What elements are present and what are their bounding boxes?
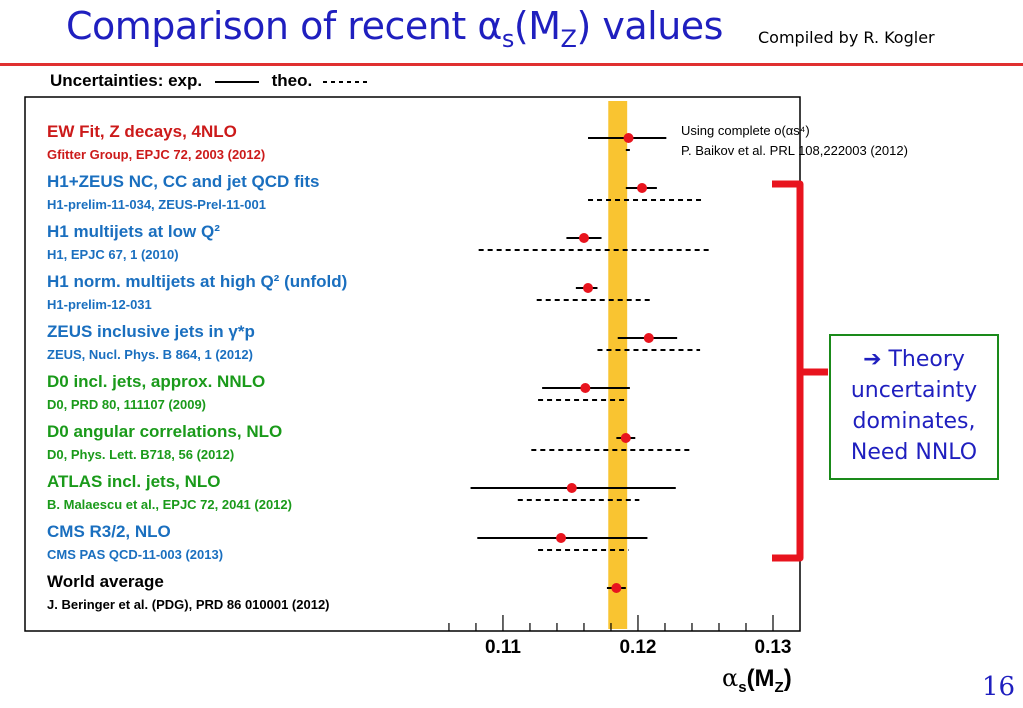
measurement-label: EW Fit, Z decays, 4NLO xyxy=(47,122,237,141)
measurement-point xyxy=(556,533,567,543)
measurement-label: D0 incl. jets, approx. NNLO xyxy=(47,372,265,391)
title-text-end: ) values xyxy=(576,4,723,48)
measurement-label: ATLAS incl. jets, NLO xyxy=(47,472,220,491)
annotation-text: P. Baikov et al. PRL 108,222003 (2012) xyxy=(681,143,908,158)
measurement-point xyxy=(580,383,591,393)
title-subscript-z: Z xyxy=(560,25,577,53)
measurement-reference: Gfitter Group, EPJC 72, 2003 (2012) xyxy=(47,147,265,162)
callout-line: ➔ Theory xyxy=(863,347,965,372)
measurement-point xyxy=(566,483,577,493)
measurement-reference: D0, PRD 80, 111107 (2009) xyxy=(47,397,206,412)
x-tick-label: 0.13 xyxy=(755,637,792,658)
group-bracket xyxy=(772,180,828,562)
title-subscript-s: s xyxy=(501,25,515,53)
measurement-reference: B. Malaescu et al., EPJC 72, 2041 (2012) xyxy=(47,497,292,512)
x-tick-label: 0.12 xyxy=(619,637,656,658)
measurement-label: ZEUS inclusive jets in γ*p xyxy=(47,322,255,341)
annotation-text: Using complete o(αs⁴) xyxy=(681,123,810,138)
title-rule xyxy=(0,63,1023,66)
measurement-reference: H1-prelim-11-034, ZEUS-Prel-11-001 xyxy=(47,197,266,212)
title-text-mid: (M xyxy=(513,4,561,48)
measurement-reference: H1-prelim-12-031 xyxy=(47,297,152,312)
legend-exp-label: Uncertainties: exp. xyxy=(50,71,203,90)
measurement-reference: J. Beringer et al. (PDG), PRD 86 010001 … xyxy=(47,597,330,612)
theory-callout-box: ➔ Theory uncertainty dominates, Need NNL… xyxy=(829,334,999,480)
credit-text: Compiled by R. Kogler xyxy=(758,28,935,47)
measurement-label: H1 norm. multijets at high Q² (unfold) xyxy=(47,272,347,291)
measurement-reference: CMS PAS QCD-11-003 (2013) xyxy=(47,547,223,562)
measurement-point xyxy=(623,133,634,143)
slide-title: Comparison of recent αs(MZ) values xyxy=(66,4,723,53)
measurement-label: H1+ZEUS NC, CC and jet QCD fits xyxy=(47,172,320,191)
measurement-point xyxy=(643,333,654,343)
measurement-reference: D0, Phys. Lett. B718, 56 (2012) xyxy=(47,447,234,462)
measurement-label: World average xyxy=(47,572,164,591)
legend-theo-label: theo. xyxy=(271,71,313,90)
legend-solid-line-icon xyxy=(214,80,259,83)
page-number: 16 xyxy=(982,672,1016,702)
title-alpha: α xyxy=(477,4,502,48)
title-text: Comparison of recent xyxy=(66,4,478,48)
callout-line: dominates, xyxy=(852,409,976,434)
measurement-point xyxy=(611,583,622,593)
measurement-label: H1 multijets at low Q² xyxy=(47,222,220,241)
measurement-point xyxy=(583,283,594,293)
measurement-label: D0 angular correlations, NLO xyxy=(47,422,282,441)
callout-line: uncertainty xyxy=(850,378,978,403)
measurement-point xyxy=(620,433,631,443)
measurement-label: CMS R3/2, NLO xyxy=(47,522,171,541)
measurement-reference: H1, EPJC 67, 1 (2010) xyxy=(47,247,179,262)
world-average-band xyxy=(608,101,628,629)
uncertainty-legend: Uncertainties: exp. theo. xyxy=(50,71,371,91)
measurement-point xyxy=(637,183,648,193)
measurement-reference: ZEUS, Nucl. Phys. B 864, 1 (2012) xyxy=(47,347,253,362)
x-axis-label: αs(MZ) xyxy=(722,664,792,696)
x-tick-label: 0.11 xyxy=(485,637,521,658)
callout-line: Need NNLO xyxy=(850,440,978,465)
legend-dashed-line-icon xyxy=(322,80,371,83)
measurement-point xyxy=(578,233,589,243)
